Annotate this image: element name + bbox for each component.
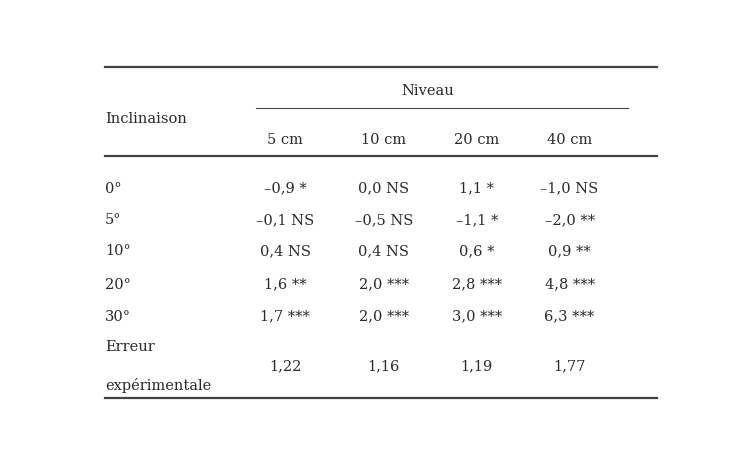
Text: 0,6 *: 0,6 *: [459, 245, 494, 259]
Text: 40 cm: 40 cm: [547, 133, 592, 147]
Text: 0,9 **: 0,9 **: [548, 245, 591, 259]
Text: 2,0 ***: 2,0 ***: [359, 278, 409, 292]
Text: 1,16: 1,16: [368, 360, 400, 374]
Text: 1,19: 1,19: [461, 360, 493, 374]
Text: 0,4 NS: 0,4 NS: [358, 245, 410, 259]
Text: 0,4 NS: 0,4 NS: [260, 245, 311, 259]
Text: 10 cm: 10 cm: [361, 133, 407, 147]
Text: 10°: 10°: [105, 245, 131, 259]
Text: 0°: 0°: [105, 182, 122, 196]
Text: 20 cm: 20 cm: [454, 133, 500, 147]
Text: 5°: 5°: [105, 213, 122, 227]
Text: expérimentale: expérimentale: [105, 378, 211, 393]
Text: –0,1 NS: –0,1 NS: [256, 213, 315, 227]
Text: 20°: 20°: [105, 278, 131, 292]
Text: Niveau: Niveau: [401, 84, 454, 98]
Text: 1,22: 1,22: [269, 360, 301, 374]
Text: Erreur: Erreur: [105, 340, 155, 354]
Text: –0,5 NS: –0,5 NS: [355, 213, 413, 227]
Text: 5 cm: 5 cm: [267, 133, 303, 147]
Text: 2,0 ***: 2,0 ***: [359, 310, 409, 323]
Text: –1,0 NS: –1,0 NS: [541, 182, 598, 196]
Text: 0,0 NS: 0,0 NS: [358, 182, 410, 196]
Text: 1,7 ***: 1,7 ***: [260, 310, 310, 323]
Text: –2,0 **: –2,0 **: [545, 213, 595, 227]
Text: 4,8 ***: 4,8 ***: [545, 278, 595, 292]
Text: 1,1 *: 1,1 *: [459, 182, 494, 196]
Text: 3,0 ***: 3,0 ***: [452, 310, 502, 323]
Text: 1,77: 1,77: [554, 360, 586, 374]
Text: 2,8 ***: 2,8 ***: [452, 278, 502, 292]
Text: –1,1 *: –1,1 *: [455, 213, 498, 227]
Text: 30°: 30°: [105, 310, 131, 323]
Text: –0,9 *: –0,9 *: [264, 182, 306, 196]
Text: 1,6 **: 1,6 **: [264, 278, 306, 292]
Text: Inclinaison: Inclinaison: [105, 112, 187, 126]
Text: 6,3 ***: 6,3 ***: [545, 310, 595, 323]
